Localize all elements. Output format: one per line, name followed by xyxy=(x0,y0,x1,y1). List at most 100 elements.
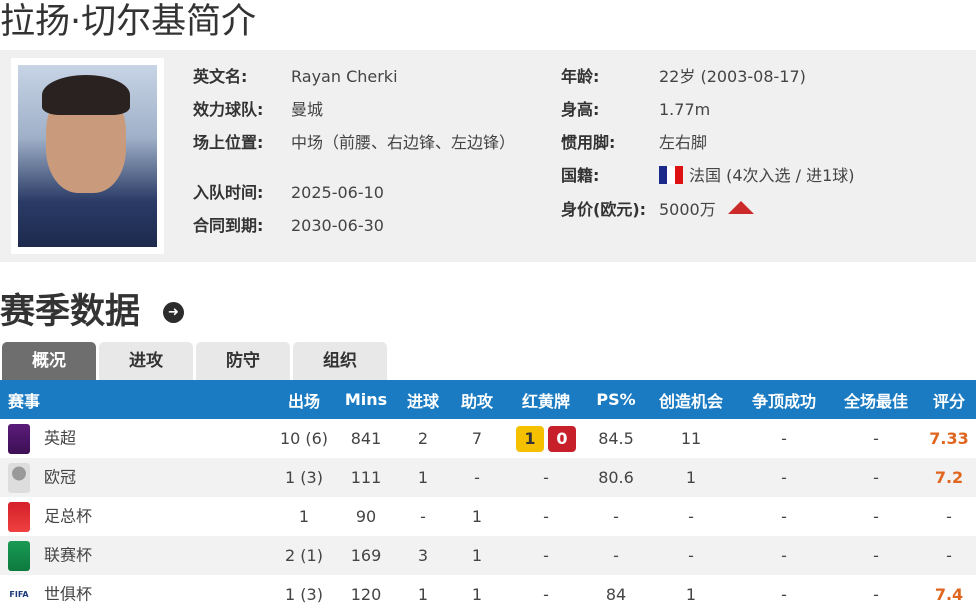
apps-cell: 1 (3) xyxy=(272,458,336,497)
tab-overview[interactable]: 概况 xyxy=(2,342,96,380)
assists-cell: 1 xyxy=(471,507,483,526)
goals-cell: - xyxy=(420,507,426,526)
mins-cell: 169 xyxy=(336,536,396,575)
foot-value: 左右脚 xyxy=(659,133,708,152)
player-info-panel: 英文名: Rayan Cherki 效力球队: 曼城 场上位置: 中场（前腰、右… xyxy=(0,50,976,262)
aerials-cell: - xyxy=(781,429,787,448)
motm-cell: - xyxy=(830,458,922,497)
cards-cell: - xyxy=(543,585,549,604)
col-mins[interactable]: Mins xyxy=(336,380,396,419)
apps-cell: 2 (1) xyxy=(272,536,336,575)
france-flag-icon xyxy=(659,166,683,184)
competition-name: 足总杯 xyxy=(44,506,93,525)
aerials-cell: - xyxy=(781,585,787,604)
nationality-text: 法国 (4次入选 / 进1球) xyxy=(689,166,855,185)
motm-cell: - xyxy=(873,585,879,604)
col-chances[interactable]: 创造机会 xyxy=(644,380,738,419)
chances-cell: 1 xyxy=(685,585,697,604)
motm-cell: - xyxy=(830,536,922,575)
ps-cell: 80.6 xyxy=(588,458,644,497)
col-apps[interactable]: 出场 xyxy=(272,380,336,419)
age-value: 22岁 (2003-08-17) xyxy=(659,67,806,86)
english-name-label: 英文名: xyxy=(193,67,248,86)
goals-cell: 1 xyxy=(396,458,450,497)
competition-name: 英超 xyxy=(44,428,77,447)
player-photo xyxy=(11,58,164,254)
mins-cell: 111 xyxy=(336,458,396,497)
col-assists[interactable]: 助攻 xyxy=(450,380,504,419)
nationality-label: 国籍: xyxy=(561,166,600,185)
assists-cell: 7 xyxy=(471,429,483,448)
table-row: 欧冠 1 (3) 111 1- -80.6 1- -7.2 xyxy=(0,458,976,497)
competition-name: 欧冠 xyxy=(44,467,77,486)
page-title: 拉扬·切尔基简介 xyxy=(0,2,257,42)
ps-cell: 84.5 xyxy=(598,429,634,448)
rating-cell: 7.4 xyxy=(934,585,964,604)
col-cards[interactable]: 红黄牌 xyxy=(504,380,588,419)
tab-attack[interactable]: 进攻 xyxy=(99,342,193,380)
english-name-value: Rayan Cherki xyxy=(291,67,398,86)
chances-cell: 1 xyxy=(644,458,738,497)
competition-name: 世俱杯 xyxy=(44,584,93,603)
team-value: 曼城 xyxy=(291,100,324,119)
motm-cell: - xyxy=(873,429,879,448)
cards-cell: - xyxy=(504,458,588,497)
cards-cell: - xyxy=(504,536,588,575)
cards-cell: - xyxy=(543,507,549,526)
goals-cell: 3 xyxy=(396,536,450,575)
joined-value: 2025-06-10 xyxy=(291,183,384,202)
competition-cell[interactable]: 足总杯 xyxy=(0,497,272,536)
competition-cell[interactable]: 英超 xyxy=(0,419,272,458)
chances-cell: 11 xyxy=(680,429,702,448)
competition-name: 联赛杯 xyxy=(44,545,93,564)
arrow-right-circle-icon[interactable]: ➜ xyxy=(163,302,184,323)
league-cup-logo-icon xyxy=(8,540,30,571)
col-goals[interactable]: 进球 xyxy=(396,380,450,419)
table-row: 联赛杯 2 (1) 169 3 1- - - - - - xyxy=(0,536,976,575)
apps-cell: 1 xyxy=(298,507,310,526)
competition-cell[interactable]: FIFA 世俱杯 xyxy=(0,575,272,614)
goals-cell: 1 xyxy=(417,585,429,604)
competition-cell[interactable]: 欧冠 xyxy=(0,458,272,497)
aerials-cell: - xyxy=(738,536,830,575)
foot-label: 惯用脚: xyxy=(561,133,616,152)
rating-cell: 7.2 xyxy=(922,458,976,497)
nationality-value: 法国 (4次入选 / 进1球) xyxy=(659,165,855,187)
rating-cell: - xyxy=(922,536,976,575)
col-competition[interactable]: 赛事 xyxy=(0,380,272,419)
aerials-cell: - xyxy=(738,458,830,497)
joined-label: 入队时间: xyxy=(193,183,264,202)
tab-organize[interactable]: 组织 xyxy=(293,342,387,380)
team-label: 效力球队: xyxy=(193,100,264,119)
col-aerials[interactable]: 争顶成功 xyxy=(738,380,830,419)
trend-up-icon xyxy=(727,201,754,214)
mins-cell: 120 xyxy=(350,585,382,604)
market-value: 5000万 xyxy=(659,199,754,221)
age-label: 年龄: xyxy=(561,67,600,86)
table-row: 英超 10 (6) 841 2 7 1 0 84.5 11 - - 7.33 xyxy=(0,419,976,458)
mins-cell: 841 xyxy=(350,429,382,448)
contract-value: 2030-06-30 xyxy=(291,216,384,235)
yellow-card-count: 1 xyxy=(516,425,544,452)
col-motm[interactable]: 全场最佳 xyxy=(830,380,922,419)
goals-cell: 2 xyxy=(417,429,429,448)
rating-cell: - xyxy=(946,507,952,526)
ps-cell: - xyxy=(588,536,644,575)
ps-cell: 84 xyxy=(605,585,627,604)
col-ps[interactable]: PS% xyxy=(588,380,644,419)
premier-league-logo-icon xyxy=(8,423,30,454)
col-rating[interactable]: 评分 xyxy=(922,380,976,419)
fa-cup-logo-icon xyxy=(8,501,30,532)
market-value-text: 5000万 xyxy=(659,200,716,219)
assists-cell: - xyxy=(450,458,504,497)
season-stats-table: 赛事 出场 Mins 进球 助攻 红黄牌 PS% 创造机会 争顶成功 全场最佳 … xyxy=(0,380,976,614)
assists-cell: 1 xyxy=(450,536,504,575)
chances-cell: - xyxy=(644,536,738,575)
assists-cell: 1 xyxy=(471,585,483,604)
chances-cell: - xyxy=(688,507,694,526)
table-header: 赛事 出场 Mins 进球 助攻 红黄牌 PS% 创造机会 争顶成功 全场最佳 … xyxy=(0,380,976,419)
tab-defense[interactable]: 防守 xyxy=(196,342,290,380)
red-card-count: 0 xyxy=(548,425,576,452)
competition-cell[interactable]: 联赛杯 xyxy=(0,536,272,575)
